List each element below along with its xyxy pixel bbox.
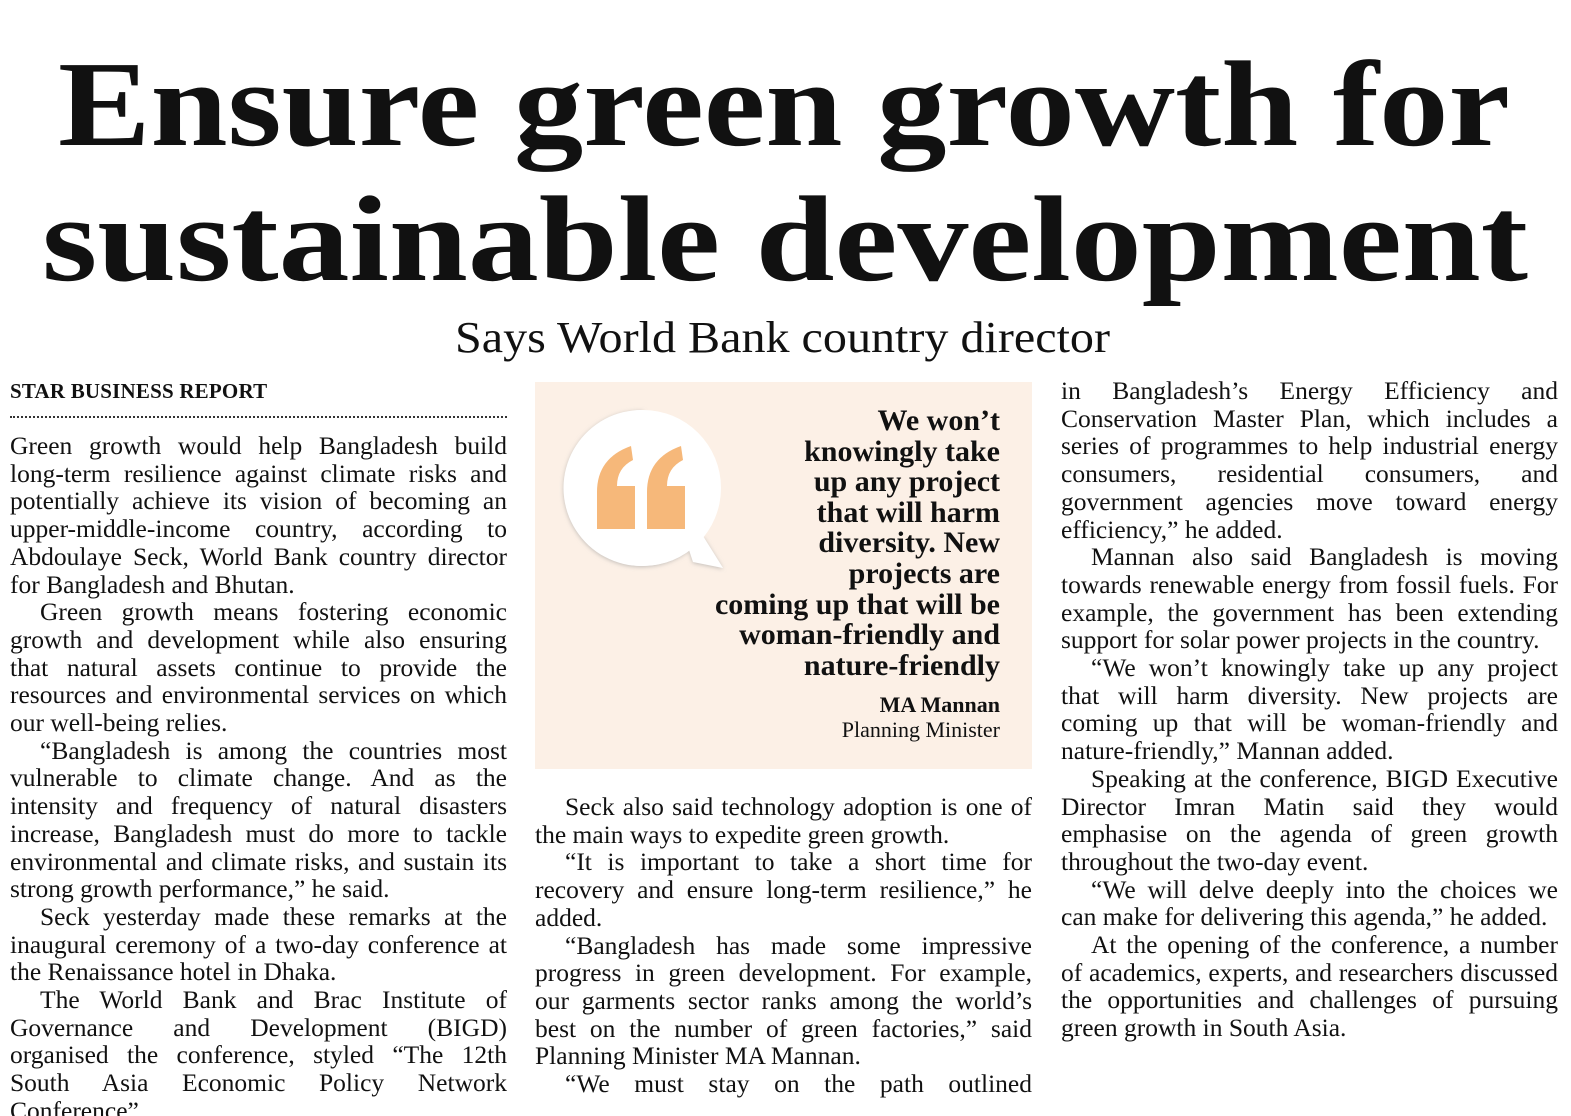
paragraph: “Bangladesh is among the countries most … (10, 735, 507, 904)
quote-icon (563, 409, 723, 568)
quote-role: Planning Minister (841, 717, 1000, 742)
divider (10, 416, 507, 418)
quote-line: nature-friendly (803, 648, 1000, 682)
subheadline: Says World Bank country director (455, 313, 1110, 362)
paragraph: “We must stay on the path outlined (565, 1069, 1032, 1099)
paragraph: “It is important to take a short time fo… (535, 847, 1032, 932)
quote-line: diversity. New (818, 526, 1000, 560)
paragraph: “We will delve deeply into the choices w… (1061, 874, 1558, 932)
headline: Ensure green growth for (58, 37, 1510, 172)
pull-quote: We won’t knowingly take up any project that… (535, 382, 1032, 769)
quote-name: MA Mannan (879, 692, 1000, 717)
quote-line: up any project (813, 465, 1000, 499)
quote-line: woman-friendly and (739, 618, 1000, 652)
header: Ensure green growth for sustainable deve… (42, 37, 1528, 362)
paragraph: “We won’t knowingly take up any project … (1061, 653, 1558, 766)
quote-line: We won’t (877, 404, 1001, 437)
paragraph: The World Bank and Brac Institute of Gov… (10, 985, 507, 1116)
paragraph: Mannan also said Bangladesh is moving to… (1061, 542, 1558, 655)
paragraph: in Bangladesh’s Energy Efficiency and Co… (1061, 377, 1558, 544)
paragraph: Green growth would help Bangladesh build… (10, 432, 507, 599)
paragraph: Seck yesterday made these remarks at the… (10, 901, 507, 987)
paragraph: Green growth means fostering economic gr… (10, 597, 507, 738)
quote-line: knowingly take (804, 434, 1000, 468)
paragraph: At the opening of the conference, a numb… (1061, 930, 1558, 1043)
headline: sustainable development (42, 172, 1528, 307)
quote-line: coming up that will be (714, 587, 1000, 621)
paragraph: Speaking at the conference, BIGD Executi… (1061, 763, 1558, 876)
quote-line: projects are (848, 556, 1000, 590)
column: Green growth would help Bangladesh build… (10, 432, 507, 1116)
quote-text: We won’t knowingly take up any project that… (714, 404, 1001, 682)
paragraph: “Bangladesh has made some impressive pro… (535, 930, 1032, 1071)
column: Seck also said technology adoption is on… (535, 793, 1032, 1116)
byline: STAR BUSINESS REPORT (10, 379, 268, 403)
quote-line: that will harm (816, 495, 1000, 529)
paragraph: Seck also said technology adoption is on… (535, 793, 1032, 849)
column: in Bangladesh’s Energy Efficiency and Co… (1061, 377, 1558, 1116)
